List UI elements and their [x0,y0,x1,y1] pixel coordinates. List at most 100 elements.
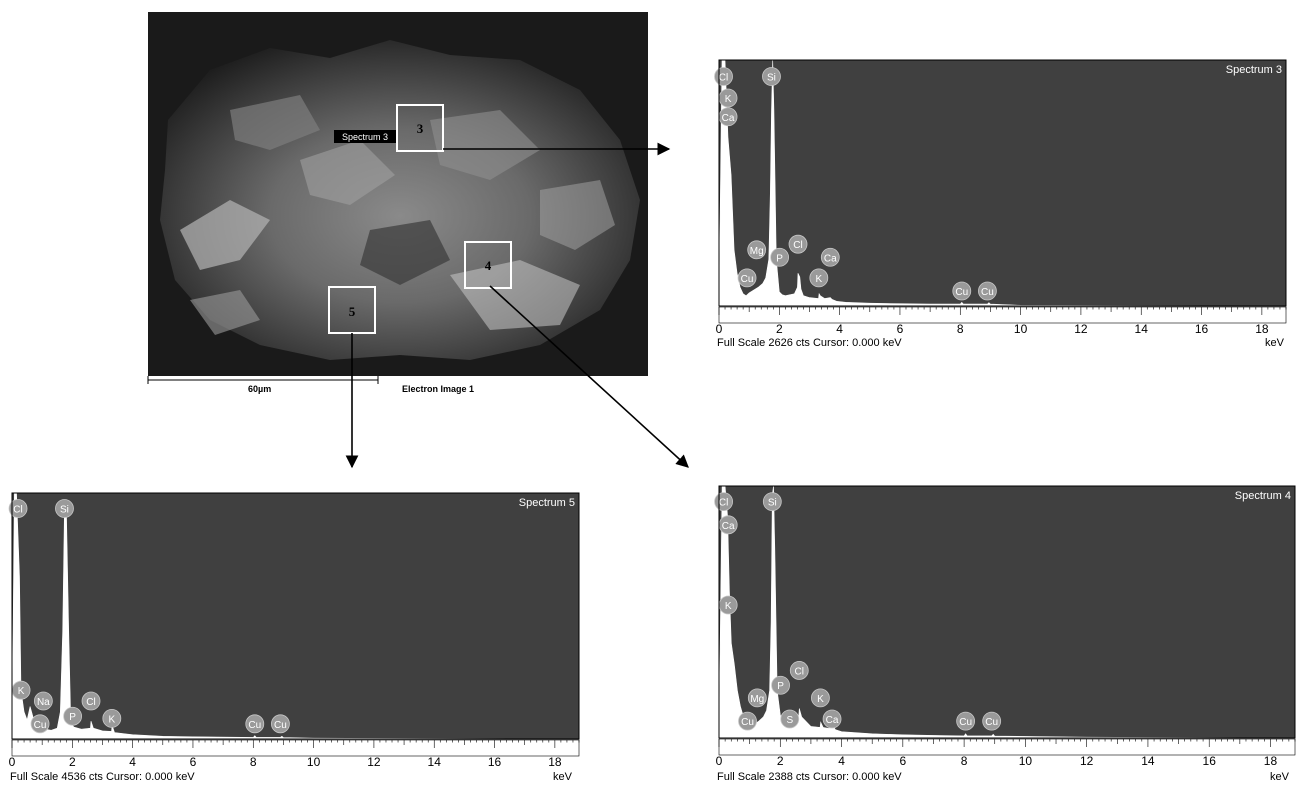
peak-label-cl: Cl [789,661,809,680]
peak-label-cu: Cu [271,714,290,734]
svg-text:K: K [18,686,25,697]
peak-label-cu: Cu [738,711,757,731]
svg-text:Cl: Cl [719,498,728,509]
spectrum-4-xlabel: keV [1270,771,1289,783]
x-tick-label: 10 [1019,754,1033,768]
svg-text:Cl: Cl [13,505,22,516]
svg-text:Cl: Cl [719,72,728,83]
peak-label-cl: Cl [81,691,101,711]
x-tick-label: 2 [776,322,783,336]
x-tick-label: 18 [1264,754,1278,768]
peak-label-cu: Cu [982,711,1002,731]
svg-text:Cl: Cl [86,697,95,708]
x-tick-label: 12 [367,755,381,769]
x-tick-label: 18 [548,755,562,769]
peak-label-cl: Cl [714,67,733,86]
x-tick-label: 14 [428,755,442,769]
spectrum-area [718,59,1287,307]
peak-label-k: K [718,88,738,108]
peak-label-si: Si [762,67,781,86]
spectrum-3-region-label: Spectrum 3 [342,132,388,142]
x-tick-label: 16 [1203,754,1217,768]
x-tick-label: 6 [899,754,906,768]
svg-text:Na: Na [37,697,50,708]
peak-label-k: K [809,268,829,288]
spectrum-title: Spectrum 5 [519,497,575,509]
peak-label-na: Na [33,691,53,711]
x-tick-label: 12 [1074,322,1088,336]
x-tick-label: 2 [69,755,76,769]
svg-text:Cu: Cu [955,287,968,298]
peak-label-k: K [11,680,31,700]
spectrum-4-caption: Full Scale 2388 cts Cursor: 0.000 keV [717,771,902,783]
peak-label-k: K [811,688,830,708]
x-tick-label: 2 [777,754,784,768]
svg-text:P: P [777,681,784,692]
svg-text:Cu: Cu [741,274,754,285]
arrow-spectrum-4 [489,285,689,468]
plot-area [12,493,579,739]
region-box-4: 4 [464,241,512,289]
peak-label-ca: Ca [820,247,840,267]
svg-text:5: 5 [349,304,356,319]
svg-text:K: K [817,694,824,705]
x-tick-label: 16 [488,755,502,769]
peak-label-cu: Cu [737,268,757,288]
x-tick-label: 8 [250,755,257,769]
plot-frame [11,492,580,740]
spectrum-3-caption: Full Scale 2626 cts Cursor: 0.000 keV [717,337,902,349]
spectrum-5-xlabel: keV [553,771,572,783]
svg-text:4: 4 [485,258,492,273]
svg-text:Si: Si [768,498,777,509]
x-tick-label: 14 [1141,754,1155,768]
x-tick-label: 8 [957,322,964,336]
peak-label-cl: Cl [714,492,733,512]
spectrum-5-chart: Spectrum 5 Cl Si K Na Cu P Cl K Cu Cu 0 2 4 6 8 10 12 14 16… [8,492,580,769]
peak-label-cu: Cu [30,714,50,734]
svg-text:K: K [725,94,732,105]
x-tick-label: 10 [307,755,321,769]
spectrum-3-xlabel: keV [1265,337,1284,349]
region-box-3: 3 Spectrum 3 [334,104,444,152]
peak-label-mg: Mg [747,688,767,708]
svg-text:Cu: Cu [981,287,994,298]
x-tick-label: 16 [1195,322,1209,336]
x-tick-label: 12 [1080,754,1094,768]
peak-label-p: P [771,675,790,695]
peak-label-cu: Cu [245,714,265,734]
svg-text:Ca: Ca [824,253,837,264]
x-tick-label: 0 [716,322,723,336]
x-tick-label: 6 [190,755,197,769]
sem-image: 5 3 Spectrum 3 4 [147,12,648,384]
peak-label-cl: Cl [788,234,808,254]
x-tick-label: 4 [838,754,845,768]
svg-text:Ca: Ca [826,715,839,726]
sem-image-title: Electron Image 1 [402,384,475,394]
peak-label-cu: Cu [978,281,997,301]
svg-text:S: S [786,715,793,726]
scale-bar-label: 60µm [248,384,272,394]
x-tick-label: 10 [1014,322,1028,336]
svg-text:Si: Si [60,505,69,516]
peak-label-ca: Ca [718,515,738,535]
svg-text:Ca: Ca [722,521,735,532]
peak-label-p: P [63,706,83,726]
peak-label-p: P [770,247,790,267]
x-tick-label: 4 [129,755,136,769]
peak-label-mg: Mg [747,240,767,260]
plot-frame [718,59,1287,307]
peak-label-k: K [718,595,738,615]
plot-area [719,486,1295,738]
svg-text:Cu: Cu [274,720,287,731]
svg-text:Cu: Cu [248,720,261,731]
svg-text:K: K [815,274,822,285]
svg-text:Cu: Cu [741,717,754,728]
svg-text:Cl: Cl [793,240,802,251]
svg-text:Ca: Ca [722,113,735,124]
svg-text:Cu: Cu [985,717,998,728]
x-tick-label: 0 [9,755,16,769]
svg-text:Mg: Mg [750,246,764,257]
peak-label-cu: Cu [956,711,976,731]
